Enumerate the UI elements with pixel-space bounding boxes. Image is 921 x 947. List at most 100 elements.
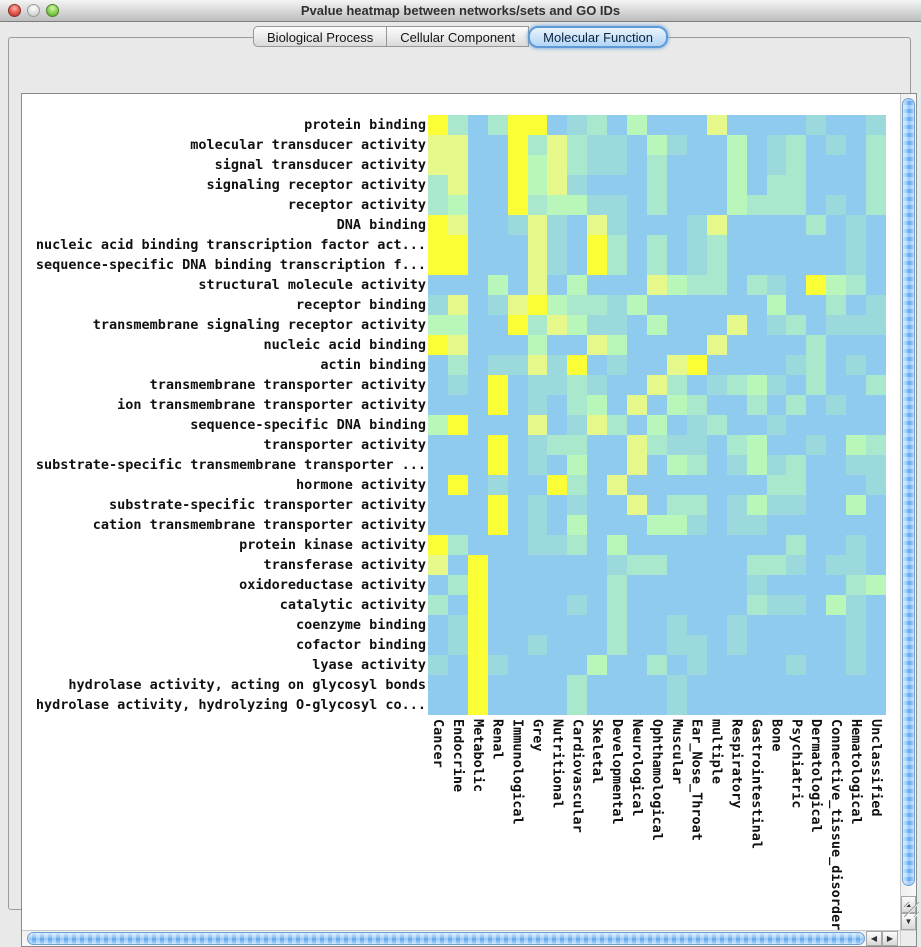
heatmap-cell [447, 615, 468, 635]
horizontal-scrollbar[interactable]: ◀ ▶ [22, 930, 900, 946]
heatmap-cell [866, 315, 886, 335]
heatmap-cell [786, 675, 807, 695]
heatmap-cell [826, 215, 847, 235]
heatmap-cell [766, 235, 787, 255]
heatmap-cell [567, 335, 588, 355]
zoom-button[interactable] [46, 4, 59, 17]
heatmap-cell [507, 595, 528, 615]
heatmap-cell [428, 335, 448, 355]
heatmap-cell [467, 495, 488, 515]
vertical-scrollbar-thumb[interactable] [902, 98, 915, 886]
close-button[interactable] [8, 4, 21, 17]
column-label: Dermatological [808, 719, 825, 833]
heatmap-cell [547, 355, 568, 375]
heatmap-cell [507, 255, 528, 275]
heatmap-cell [507, 395, 528, 415]
scroll-right-button[interactable]: ▶ [882, 931, 898, 946]
tab-molecular-function[interactable]: Molecular Function [528, 26, 668, 48]
heatmap-cell [487, 455, 508, 475]
heatmap-cell [547, 675, 568, 695]
heatmap-cell [607, 215, 628, 235]
heatmap-cell [447, 215, 468, 235]
heatmap-cell [826, 575, 847, 595]
heatmap-cell [627, 575, 648, 595]
heatmap-cell [866, 275, 886, 295]
heatmap-cell [507, 235, 528, 255]
heatmap-cell [507, 575, 528, 595]
heatmap-cell [746, 575, 767, 595]
heatmap-cell [706, 395, 727, 415]
arrow-down-icon: ▼ [904, 917, 913, 926]
heatmap-cell [507, 635, 528, 655]
heatmap-cell [507, 275, 528, 295]
heatmap-cell [567, 295, 588, 315]
column-label: multiple [708, 719, 725, 785]
heatmap-cell [666, 195, 687, 215]
row-label: hydrolase activity, acting on glycosyl b… [68, 677, 426, 693]
heatmap-cell [686, 615, 707, 635]
heatmap-cell [547, 395, 568, 415]
heatmap-cell [866, 455, 886, 475]
heatmap-cell [786, 275, 807, 295]
heatmap-cell [587, 655, 608, 675]
heatmap-cell [487, 335, 508, 355]
heatmap-cell [826, 355, 847, 375]
heatmap-cell [806, 375, 827, 395]
heatmap-cell [447, 235, 468, 255]
row-label: DNA binding [336, 217, 426, 233]
heatmap-cell [746, 215, 767, 235]
vertical-scrollbar[interactable]: ▲ ▼ [900, 94, 916, 930]
tab-biological-process[interactable]: Biological Process [253, 26, 388, 47]
heatmap-cell [666, 635, 687, 655]
minimize-button[interactable] [27, 4, 40, 17]
heatmap-cell [487, 475, 508, 495]
scroll-left-button[interactable]: ◀ [866, 931, 882, 946]
heatmap-cell [607, 475, 628, 495]
heatmap-cell [428, 455, 448, 475]
heatmap-cell [607, 415, 628, 435]
column-label: Cardiovascular [569, 719, 586, 833]
row-label: molecular transducer activity [190, 137, 426, 153]
heatmap-cell [587, 395, 608, 415]
heatmap-cell [587, 575, 608, 595]
heatmap-cell [726, 295, 747, 315]
column-label: Nutritional [549, 719, 566, 809]
window-titlebar[interactable]: Pvalue heatmap between networks/sets and… [0, 0, 921, 22]
heatmap-cell [607, 495, 628, 515]
heatmap-cell [666, 535, 687, 555]
heatmap-cell [487, 395, 508, 415]
heatmap-cell [487, 635, 508, 655]
heatmap-cell [428, 295, 448, 315]
heatmap-cell [766, 455, 787, 475]
heatmap-cell [607, 455, 628, 475]
heatmap-cell [826, 255, 847, 275]
heatmap-cell [627, 555, 648, 575]
heatmap-cell [647, 615, 667, 635]
heatmap-cell [607, 615, 628, 635]
tab-cellular-component[interactable]: Cellular Component [387, 26, 530, 47]
heatmap-cell [766, 355, 787, 375]
tab-bar: Biological Process Cellular Component Mo… [0, 26, 921, 48]
heatmap-cell [686, 375, 707, 395]
heatmap-cell [547, 155, 568, 175]
heatmap-cell [726, 315, 747, 335]
column-label: Unclassified [867, 719, 884, 817]
heatmap-cell [627, 115, 648, 135]
heatmap-cell [786, 355, 807, 375]
heatmap-cell [467, 215, 488, 235]
heatmap-cell [428, 415, 448, 435]
heatmap-cell [428, 155, 448, 175]
horizontal-scrollbar-thumb[interactable] [27, 932, 865, 945]
heatmap-cell [627, 455, 648, 475]
heatmap-cell [766, 155, 787, 175]
resize-grip[interactable] [904, 902, 919, 917]
heatmap-cell [467, 695, 488, 715]
heatmap-cell [507, 415, 528, 435]
heatmap-cell [428, 375, 448, 395]
heatmap-cell [647, 235, 667, 255]
heatmap-cell [507, 495, 528, 515]
heatmap-cell [786, 395, 807, 415]
heatmap-cell [507, 475, 528, 495]
heatmap-cell [567, 555, 588, 575]
heatmap-cell [467, 115, 488, 135]
